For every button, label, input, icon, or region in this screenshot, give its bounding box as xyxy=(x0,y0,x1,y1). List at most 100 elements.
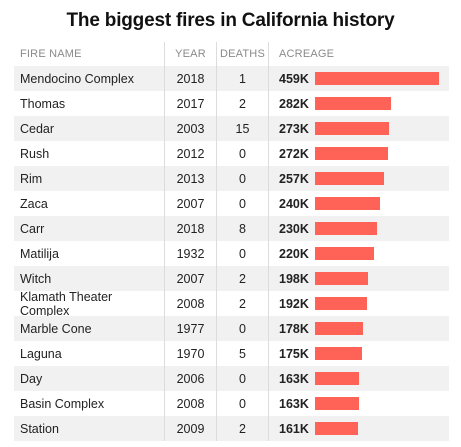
acreage-bar-track xyxy=(315,72,439,85)
acreage-bar xyxy=(315,97,391,110)
acreage-cell: 192K xyxy=(268,291,449,316)
acreage-bar xyxy=(315,322,363,335)
deaths-cell: 1 xyxy=(216,66,268,91)
acreage-bar xyxy=(315,297,367,310)
year-cell: 1970 xyxy=(164,341,216,366)
year-cell: 2008 xyxy=(164,391,216,416)
fire-name-cell: Station xyxy=(20,421,59,436)
acreage-bar-track xyxy=(315,297,439,310)
deaths-cell: 0 xyxy=(216,191,268,216)
acreage-bar xyxy=(315,272,368,285)
table-header: FIRE NAME YEAR DEATHS ACREAGE xyxy=(14,42,449,66)
fire-name-cell: Laguna xyxy=(20,346,62,361)
fire-name-cell: Rush xyxy=(20,146,50,161)
acreage-bar-track xyxy=(315,147,439,160)
table-row: Thomas 2017 2 282K xyxy=(14,91,449,116)
fire-name-cell: Mendocino Complex xyxy=(20,71,134,86)
table-row: Klamath Theater Complex 2008 2 192K xyxy=(14,289,449,318)
table-row: Mendocino Complex 2018 1 459K xyxy=(14,66,449,91)
acreage-cell: 163K xyxy=(268,391,449,416)
acreage-bar-track xyxy=(315,222,439,235)
header-acreage: ACREAGE xyxy=(268,42,449,66)
year-cell: 1977 xyxy=(164,316,216,341)
year-cell: 2017 xyxy=(164,91,216,116)
year-cell: 2006 xyxy=(164,366,216,391)
year-cell: 2007 xyxy=(164,266,216,291)
acreage-cell: 198K xyxy=(268,266,449,291)
table-body: Mendocino Complex 2018 1 459K Thomas 2017 2 282… xyxy=(14,66,449,441)
acreage-cell: 163K xyxy=(268,366,449,391)
deaths-cell: 0 xyxy=(216,166,268,191)
deaths-cell: 0 xyxy=(216,391,268,416)
acreage-bar-track xyxy=(315,372,439,385)
acreage-cell: 282K xyxy=(268,91,449,116)
fires-table: FIRE NAME YEAR DEATHS ACREAGE Mendocino … xyxy=(14,42,449,441)
deaths-cell: 0 xyxy=(216,141,268,166)
fire-name-cell: Klamath Theater Complex xyxy=(20,289,113,318)
table-row: Marble Cone 1977 0 178K xyxy=(14,316,449,341)
acreage-bar xyxy=(315,122,389,135)
table-row: Carr 2018 8 230K xyxy=(14,216,449,241)
acreage-bar-track xyxy=(315,197,439,210)
acreage-bar-track xyxy=(315,397,439,410)
fire-name-cell: Matilija xyxy=(20,246,59,261)
deaths-cell: 0 xyxy=(216,241,268,266)
table-row: Basin Complex 2008 0 163K xyxy=(14,391,449,416)
acreage-label: 163K xyxy=(279,396,309,411)
acreage-bar xyxy=(315,72,439,85)
acreage-cell: 161K xyxy=(268,416,449,441)
acreage-bar xyxy=(315,422,358,435)
deaths-cell: 15 xyxy=(216,116,268,141)
acreage-label: 273K xyxy=(279,121,309,136)
fire-name-cell: Day xyxy=(20,371,43,386)
table-row: Day 2006 0 163K xyxy=(14,366,449,391)
fire-name-cell: Marble Cone xyxy=(20,321,92,336)
year-cell: 2009 xyxy=(164,416,216,441)
header-year: YEAR xyxy=(164,42,216,66)
table-row: Rim 2013 0 257K xyxy=(14,166,449,191)
year-cell: 1932 xyxy=(164,241,216,266)
acreage-bar-track xyxy=(315,422,439,435)
acreage-bar xyxy=(315,397,359,410)
table-row: Rush 2012 0 272K xyxy=(14,141,449,166)
acreage-bar-track xyxy=(315,322,439,335)
acreage-bar xyxy=(315,147,388,160)
acreage-cell: 178K xyxy=(268,316,449,341)
acreage-cell: 272K xyxy=(268,141,449,166)
table-row: Witch 2007 2 198K xyxy=(14,266,449,291)
acreage-bar-track xyxy=(315,347,439,360)
acreage-bar xyxy=(315,372,359,385)
acreage-label: 272K xyxy=(279,146,309,161)
year-cell: 2013 xyxy=(164,166,216,191)
acreage-cell: 175K xyxy=(268,341,449,366)
acreage-bar-track xyxy=(315,172,439,185)
acreage-label: 178K xyxy=(279,321,309,336)
acreage-cell: 273K xyxy=(268,116,449,141)
deaths-cell: 0 xyxy=(216,366,268,391)
acreage-bar xyxy=(315,197,380,210)
acreage-bar-track xyxy=(315,272,439,285)
acreage-label: 192K xyxy=(279,296,309,311)
deaths-cell: 8 xyxy=(216,216,268,241)
acreage-cell: 220K xyxy=(268,241,449,266)
acreage-bar xyxy=(315,222,377,235)
acreage-cell: 240K xyxy=(268,191,449,216)
deaths-cell: 2 xyxy=(216,416,268,441)
acreage-label: 282K xyxy=(279,96,309,111)
year-cell: 2003 xyxy=(164,116,216,141)
acreage-bar xyxy=(315,347,362,360)
deaths-cell: 2 xyxy=(216,266,268,291)
acreage-label: 459K xyxy=(279,71,309,86)
fire-name-cell: Carr xyxy=(20,221,45,236)
year-cell: 2012 xyxy=(164,141,216,166)
table-row: Cedar 2003 15 273K xyxy=(14,116,449,141)
year-cell: 2007 xyxy=(164,191,216,216)
deaths-cell: 0 xyxy=(216,316,268,341)
year-cell: 2018 xyxy=(164,216,216,241)
acreage-bar-track xyxy=(315,247,439,260)
header-fire-name: FIRE NAME xyxy=(20,48,82,60)
acreage-bar-track xyxy=(315,122,439,135)
acreage-label: 230K xyxy=(279,221,309,236)
chart-title: The biggest fires in California history xyxy=(66,10,395,31)
year-cell: 2008 xyxy=(164,291,216,316)
